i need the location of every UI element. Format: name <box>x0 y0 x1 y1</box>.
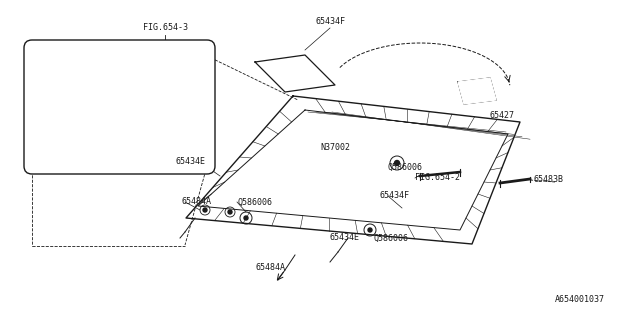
Circle shape <box>368 228 372 232</box>
Text: 65434F: 65434F <box>315 18 345 27</box>
Circle shape <box>228 210 232 214</box>
Text: Q586006: Q586006 <box>388 163 423 172</box>
Text: 65434E: 65434E <box>175 157 205 166</box>
Text: 65434F: 65434F <box>380 191 410 201</box>
Text: 65483B: 65483B <box>534 175 564 185</box>
Circle shape <box>244 216 248 220</box>
Text: 65427: 65427 <box>490 110 515 119</box>
Polygon shape <box>458 78 496 104</box>
Text: N37002: N37002 <box>320 143 350 153</box>
Text: FIG.654-2: FIG.654-2 <box>415 173 460 182</box>
Text: 65484A: 65484A <box>182 197 212 206</box>
Text: FIG.654-3: FIG.654-3 <box>143 23 188 33</box>
FancyBboxPatch shape <box>24 40 215 174</box>
Circle shape <box>203 208 207 212</box>
Text: Q586006: Q586006 <box>237 197 272 206</box>
Text: 65484A: 65484A <box>255 263 285 273</box>
Text: 65434E: 65434E <box>330 234 360 243</box>
Circle shape <box>394 161 399 165</box>
Text: Q586006: Q586006 <box>373 234 408 243</box>
Text: A654001037: A654001037 <box>555 295 605 305</box>
